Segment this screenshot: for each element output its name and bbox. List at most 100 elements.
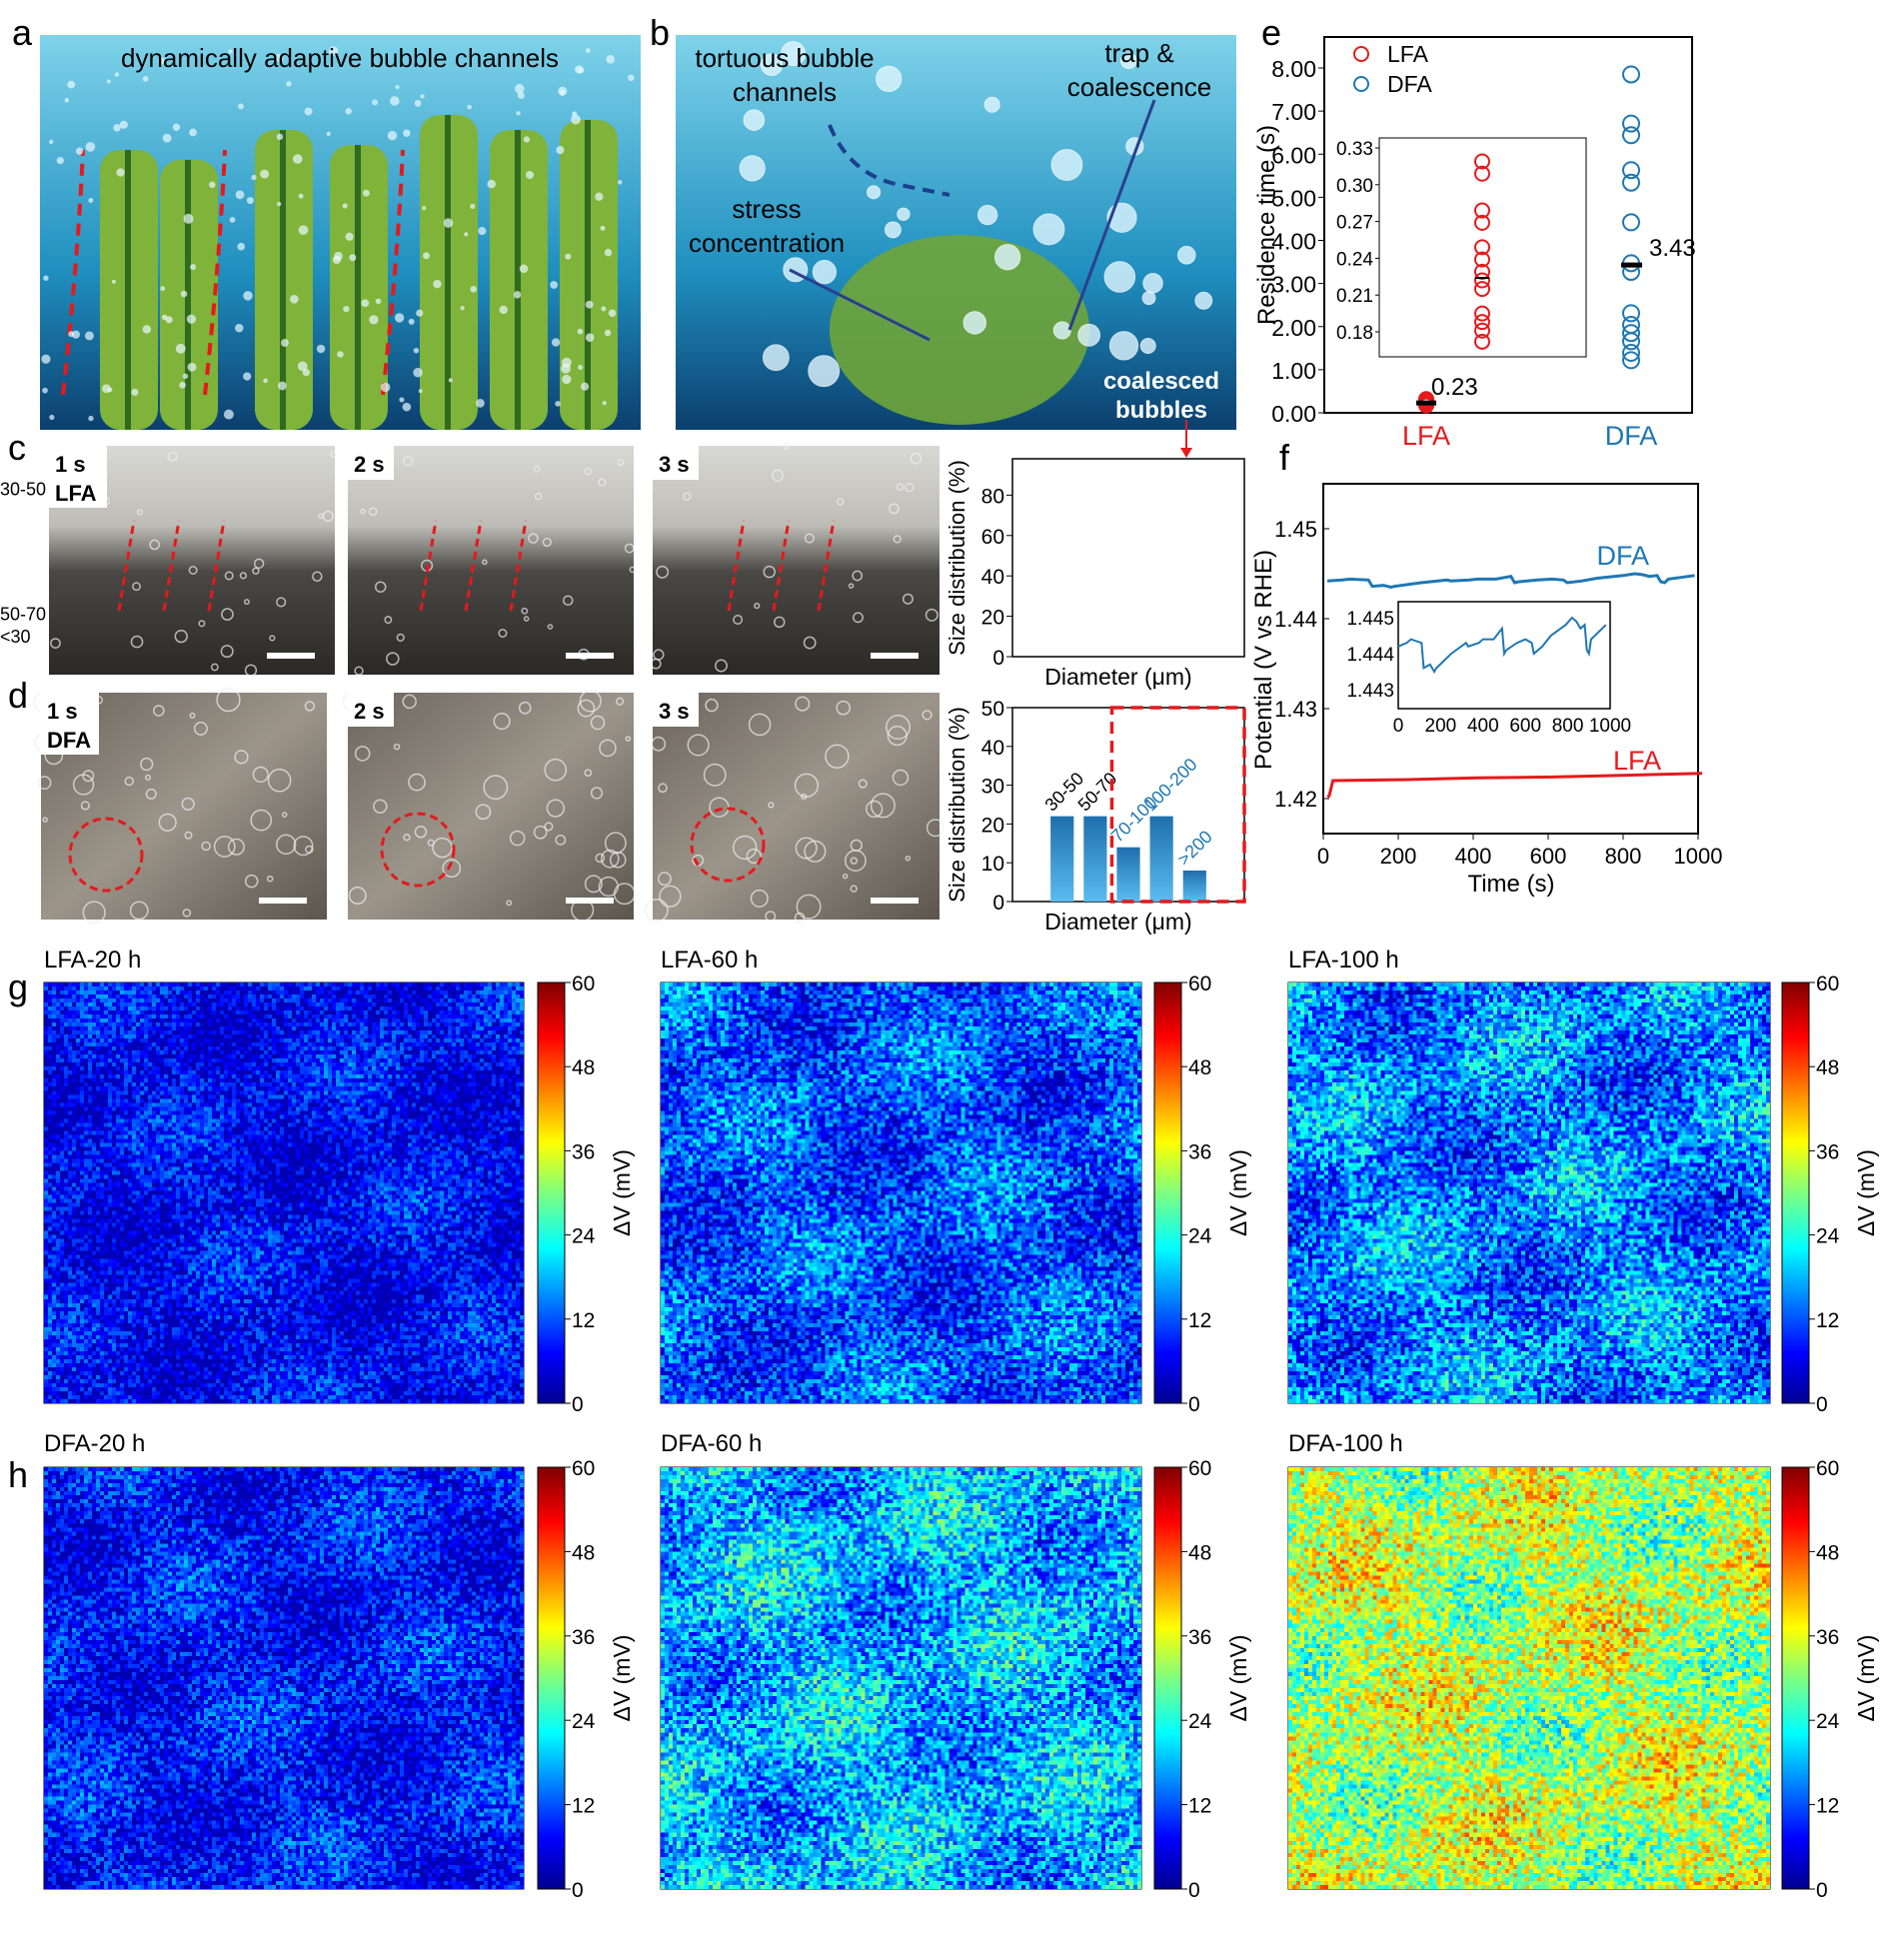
colorbar-tick-label: 0 (572, 1393, 584, 1416)
bubble (534, 492, 543, 501)
bubble (145, 788, 157, 800)
bar (1083, 816, 1107, 902)
frond-stem (515, 130, 521, 430)
bubble (416, 309, 424, 317)
bubble (252, 766, 269, 784)
bubble (546, 799, 566, 818)
bubble (551, 338, 561, 347)
colorbar-tick-label: 36 (1188, 1626, 1211, 1649)
data-point-dfa (1622, 114, 1640, 133)
data-point-dfa (1622, 126, 1640, 145)
colorbar-tick-label: 60 (1816, 972, 1839, 995)
bubble (888, 503, 900, 515)
bubble (493, 713, 511, 731)
trap-pointer-line (1067, 99, 1156, 331)
bubble (175, 343, 186, 354)
bubble (624, 543, 635, 554)
bubble (796, 894, 822, 920)
colorbar-tick-label: 48 (1816, 1056, 1839, 1079)
bubble (131, 388, 139, 396)
colorbar-label: ΔV (mV) (1853, 1149, 1879, 1236)
bubble (180, 290, 188, 298)
bubble (542, 537, 552, 548)
bubble (42, 387, 48, 394)
bubble (743, 109, 766, 131)
bubble (555, 401, 561, 407)
scale-bar (267, 653, 315, 659)
colorbar-tick-label: 0 (572, 1879, 584, 1902)
bubble (243, 291, 253, 301)
bubble (174, 629, 188, 644)
inset-data-point-lfa (1474, 153, 1490, 170)
bubble (604, 329, 612, 337)
bubble (781, 41, 807, 67)
coalesced-bubble-circle (690, 807, 766, 883)
bubble (266, 875, 274, 883)
bubble (402, 402, 412, 412)
bubble (116, 168, 125, 177)
bubble (41, 354, 51, 364)
colorbar (537, 1466, 566, 1890)
inset-y-tick-label: 0.33 (1336, 139, 1373, 160)
frame-time-label: 3 s (659, 699, 690, 724)
bar-label: <30 (0, 627, 31, 647)
colorbar-tick-label: 48 (1188, 1541, 1211, 1564)
bubble (354, 666, 364, 676)
inset-line-dfa (1397, 616, 1607, 674)
label-stress-2: concentration (689, 228, 845, 258)
bubble (119, 120, 128, 129)
frame-time-label: 1 s (47, 699, 78, 724)
bar-label: 30-50 (0, 479, 46, 499)
bubble (922, 710, 933, 721)
panel-letter-b: b (650, 12, 670, 53)
bubble (85, 142, 96, 152)
bubble (476, 399, 485, 408)
bubble (394, 313, 405, 323)
bubble (1103, 261, 1136, 293)
bubble (487, 179, 496, 189)
y-tick-label: 10 (981, 853, 1004, 876)
colorbar-tick-label: 0 (1188, 1879, 1200, 1902)
bubble (198, 620, 206, 628)
bubble (976, 204, 998, 226)
bubble (316, 344, 326, 354)
coalesced-arrow-head (1180, 448, 1192, 458)
bubble (302, 368, 311, 377)
bubble (422, 206, 427, 211)
colorbar-tick-label: 12 (572, 1795, 595, 1818)
bubble (162, 133, 172, 143)
potential-maps: LFA-20 h 0 12 24 36 48 60 ΔV (mV) LFA-60 h 0 12 24 3… (43, 947, 1879, 1902)
bubble (223, 409, 234, 420)
panel-a-title: dynamically adaptive bubble channels (121, 43, 559, 73)
inset-x-tick-label: 0 (1393, 716, 1404, 737)
series-label-lfa: LFA (1613, 746, 1661, 776)
bubble (304, 701, 316, 712)
y-tick-label: 2.00 (1271, 315, 1316, 341)
scale-bar (259, 898, 307, 904)
photo-d-3: 3 s (645, 693, 945, 924)
bubble (187, 362, 197, 372)
photo-d-1: 1 s DFA (33, 687, 327, 925)
y-tick-label: 30 (981, 776, 1004, 799)
bubble (106, 79, 111, 84)
bubble (575, 65, 584, 74)
bubble (651, 736, 667, 752)
inset-x-tick-label: 600 (1509, 716, 1541, 737)
bubble (1077, 323, 1101, 347)
bubble (229, 217, 236, 223)
x-tick-label: 1000 (1674, 844, 1723, 869)
bubble (322, 510, 334, 523)
bubble (375, 581, 387, 593)
bubble (149, 539, 160, 551)
bubble (559, 89, 566, 96)
bubble (692, 854, 705, 867)
bubble-path-arrow (727, 520, 746, 612)
potential-map-g-1 (44, 982, 524, 1403)
bubble (418, 389, 423, 394)
bubble (403, 456, 414, 467)
bubble (88, 415, 94, 422)
bubble (72, 774, 95, 796)
colorbar-label: ΔV (mV) (1225, 1149, 1251, 1236)
bubble (858, 779, 868, 789)
y-axis-label: Size distribution (%) (945, 707, 969, 903)
